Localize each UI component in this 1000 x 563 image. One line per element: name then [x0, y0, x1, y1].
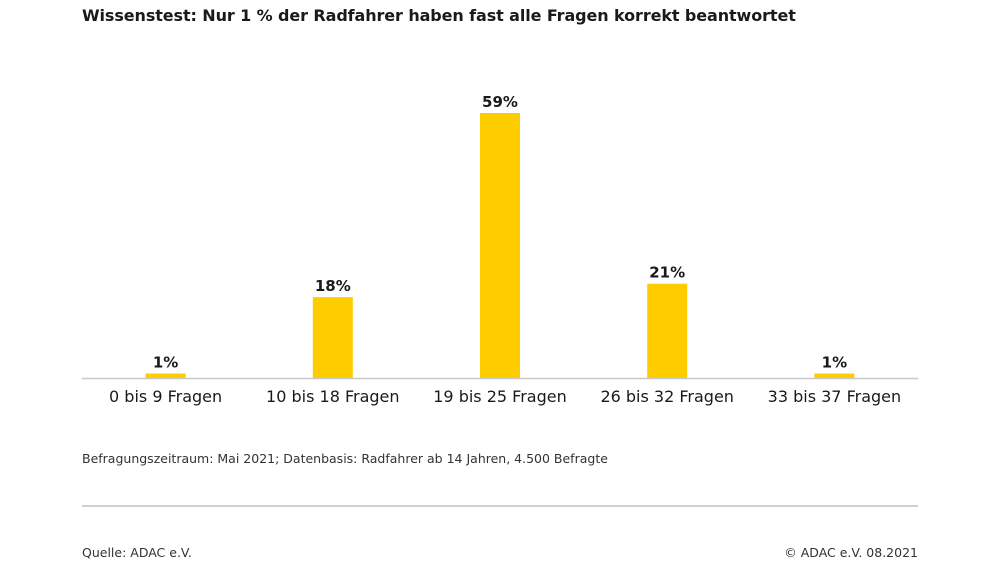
copyright-text: © ADAC e.V. 08.2021 — [784, 545, 918, 560]
chart-title: Wissenstest: Nur 1 % der Radfahrer haben… — [82, 6, 796, 25]
value-label: 18% — [315, 277, 351, 295]
source-text: Quelle: ADAC e.V. — [82, 545, 192, 560]
category-label: 0 bis 9 Fragen — [109, 387, 222, 406]
bar — [647, 283, 688, 378]
bar — [480, 113, 520, 378]
footer-divider — [82, 505, 918, 507]
bar — [145, 373, 186, 378]
bar — [312, 297, 353, 378]
value-label: 59% — [482, 93, 518, 111]
category-label: 33 bis 37 Fragen — [768, 387, 901, 406]
value-label: 1% — [822, 354, 847, 372]
bar-chart: 1% 0 bis 9 Fragen 18% 10 bis 18 Fragen 59% 19… — [82, 93, 918, 406]
bar — [814, 373, 855, 378]
category-label: 10 bis 18 Fragen — [266, 387, 399, 406]
category-label: 26 bis 32 Fragen — [600, 387, 733, 406]
value-label: 1% — [153, 354, 178, 372]
category-label: 19 bis 25 Fragen — [433, 387, 566, 406]
value-label: 21% — [649, 264, 685, 282]
survey-note: Befragungszeitraum: Mai 2021; Datenbasis… — [82, 451, 608, 466]
